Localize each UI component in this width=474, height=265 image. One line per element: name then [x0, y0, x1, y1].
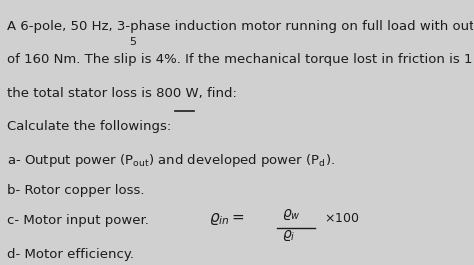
Text: $\times$100: $\times$100 — [324, 212, 360, 225]
Text: c- Motor input power.: c- Motor input power. — [7, 214, 149, 227]
Text: 5: 5 — [129, 37, 137, 47]
Text: of 160 Nm. The slip is 4%. If the mechanical torque lost in friction is 10 Nm: of 160 Nm. The slip is 4%. If the mechan… — [7, 54, 474, 67]
Text: $\mathit{\varrho}_w$: $\mathit{\varrho}_w$ — [282, 207, 301, 222]
Text: b- Rotor copper loss.: b- Rotor copper loss. — [7, 184, 145, 197]
Text: A 6-pole, 50 Hz, 3-phase induction motor running on full load with output torc: A 6-pole, 50 Hz, 3-phase induction motor… — [7, 20, 474, 33]
Text: $\mathit{\varrho}_{in}$$=$: $\mathit{\varrho}_{in}$$=$ — [209, 211, 245, 227]
Text: the total stator loss is 800 W, find:: the total stator loss is 800 W, find: — [7, 87, 237, 100]
Text: Calculate the followings:: Calculate the followings: — [7, 120, 171, 133]
Text: a- Output power (P$_{\mathregular{out}}$) and developed power (P$_{\mathregular{: a- Output power (P$_{\mathregular{out}}$… — [7, 152, 335, 169]
Text: d- Motor efficiency.: d- Motor efficiency. — [7, 248, 134, 260]
Text: $\mathit{\varrho}_{i}$: $\mathit{\varrho}_{i}$ — [282, 228, 295, 243]
